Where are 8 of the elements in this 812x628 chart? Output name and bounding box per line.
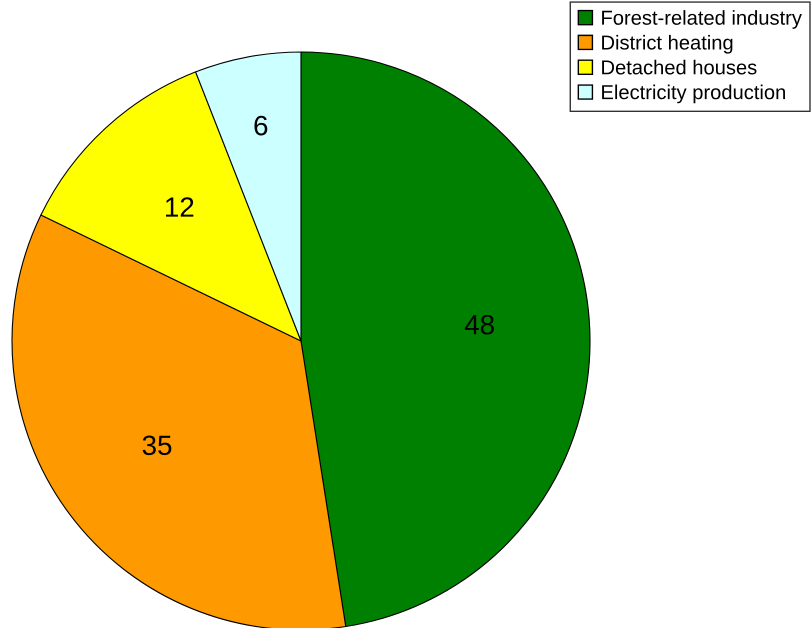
- data-label: 48: [464, 314, 494, 335]
- data-label: 35: [142, 435, 172, 456]
- data-label: 6: [254, 116, 268, 136]
- legend-label: Electricity production: [602, 84, 785, 104]
- legend-label: District heating: [602, 34, 732, 54]
- legend-label: Detached houses: [602, 60, 756, 74]
- legend-label: Forest-related industry: [602, 10, 802, 29]
- data-label: 12: [166, 197, 194, 217]
